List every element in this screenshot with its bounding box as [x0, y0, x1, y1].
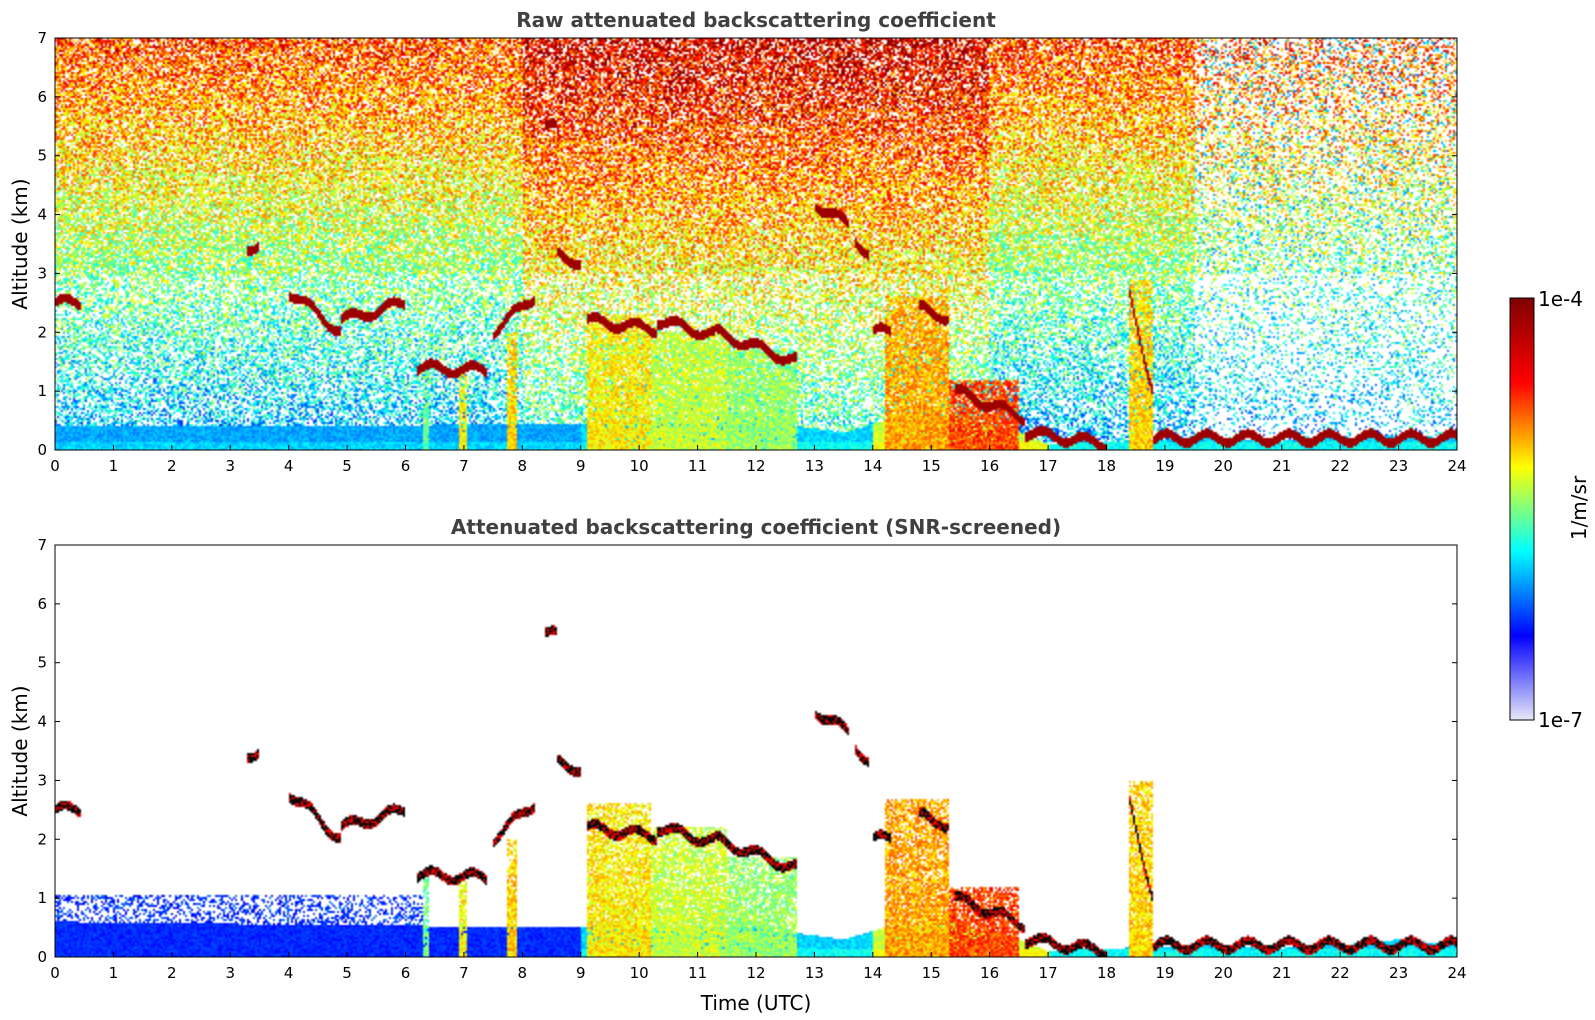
- y-tick-label: 2: [37, 323, 47, 341]
- x-tick-label: 11: [688, 964, 707, 982]
- x-tick-label: 23: [1389, 964, 1408, 982]
- screened-y-axis-label: Altitude (km): [8, 685, 32, 816]
- x-tick-label: 22: [1331, 964, 1350, 982]
- x-tick-label: 10: [630, 964, 649, 982]
- x-tick-label: 14: [863, 964, 882, 982]
- x-tick-label: 20: [1214, 457, 1233, 475]
- colorbar-unit-label: 1/m/sr: [1567, 475, 1591, 540]
- y-tick-label: 6: [37, 595, 47, 613]
- x-tick-label: 18: [1097, 457, 1116, 475]
- x-tick-label: 23: [1389, 457, 1408, 475]
- x-tick-label: 13: [805, 457, 824, 475]
- x-tick-label: 2: [167, 964, 177, 982]
- panel-raw: Raw attenuated backscattering coefficien…: [8, 8, 1467, 475]
- x-tick-label: 21: [1272, 964, 1291, 982]
- raw-backscatter-heatmap: [55, 38, 1457, 450]
- x-tick-label: 22: [1331, 457, 1350, 475]
- x-tick-label: 14: [863, 457, 882, 475]
- x-tick-label: 17: [1039, 964, 1058, 982]
- y-tick-label: 1: [37, 382, 47, 400]
- x-tick-label: 12: [746, 964, 765, 982]
- x-tick-label: 24: [1447, 457, 1466, 475]
- y-tick-label: 2: [37, 830, 47, 848]
- x-tick-label: 9: [576, 964, 586, 982]
- x-tick-label: 6: [401, 964, 411, 982]
- x-tick-label: 1: [109, 964, 119, 982]
- x-tick-label: 7: [459, 964, 469, 982]
- x-tick-label: 18: [1097, 964, 1116, 982]
- x-tick-label: 5: [342, 964, 352, 982]
- colorbar-max-label: 1e-4: [1538, 287, 1583, 311]
- x-tick-label: 7: [459, 457, 469, 475]
- screened-panel-title: Attenuated backscattering coefficient (S…: [451, 515, 1061, 539]
- x-tick-label: 8: [518, 457, 528, 475]
- screened-backscatter-heatmap: [55, 545, 1457, 957]
- y-tick-label: 4: [37, 206, 47, 224]
- x-tick-label: 4: [284, 457, 294, 475]
- x-tick-label: 17: [1039, 457, 1058, 475]
- x-tick-label: 5: [342, 457, 352, 475]
- y-tick-label: 3: [37, 771, 47, 789]
- raw-y-ticks: 0 1 2 3 4 5 6 7: [37, 29, 1457, 459]
- x-tick-label: 4: [284, 964, 294, 982]
- colorbar: 1e-4 1e-7 1/m/sr: [1509, 287, 1591, 732]
- x-tick-label: 15: [922, 457, 941, 475]
- raw-y-axis-label: Altitude (km): [8, 178, 32, 309]
- y-tick-label: 3: [37, 264, 47, 282]
- raw-panel-title: Raw attenuated backscattering coefficien…: [516, 8, 996, 32]
- x-tick-label: 11: [688, 457, 707, 475]
- y-tick-label: 7: [37, 536, 47, 554]
- y-tick-label: 4: [37, 713, 47, 731]
- raw-x-ticks: 0 1 2 3 4 5 6 7 8 9 10 11 12 13 14 15 16 17 18 19 20 21 22 23 24: [50, 445, 1467, 475]
- x-tick-label: 10: [630, 457, 649, 475]
- x-tick-label: 21: [1272, 457, 1291, 475]
- x-tick-label: 12: [746, 457, 765, 475]
- panel-screened: Attenuated backscattering coefficient (S…: [8, 515, 1467, 1015]
- y-tick-label: 7: [37, 29, 47, 47]
- y-tick-label: 6: [37, 88, 47, 106]
- x-tick-label: 6: [401, 457, 411, 475]
- x-axis-label: Time (UTC): [700, 991, 812, 1015]
- x-tick-label: 0: [50, 964, 60, 982]
- x-tick-label: 0: [50, 457, 60, 475]
- x-tick-label: 15: [922, 964, 941, 982]
- colorbar-min-label: 1e-7: [1538, 708, 1583, 732]
- y-tick-label: 0: [37, 948, 47, 966]
- x-tick-label: 13: [805, 964, 824, 982]
- x-tick-label: 8: [518, 964, 528, 982]
- x-tick-label: 24: [1447, 964, 1466, 982]
- x-tick-label: 2: [167, 457, 177, 475]
- x-tick-label: 20: [1214, 964, 1233, 982]
- x-tick-label: 1: [109, 457, 119, 475]
- y-tick-label: 0: [37, 441, 47, 459]
- x-tick-label: 16: [980, 964, 999, 982]
- x-tick-label: 16: [980, 457, 999, 475]
- colorbar-gradient: [1509, 297, 1535, 721]
- screened-x-ticks: 0 1 2 3 4 5 6 7 8 9 10 11 12 13 14 15 16 17 18 19 20 21 22 23 24: [50, 952, 1467, 982]
- y-tick-label: 5: [37, 654, 47, 672]
- x-tick-label: 19: [1155, 964, 1174, 982]
- screened-y-ticks: 0 1 2 3 4 5 6 7: [37, 536, 1457, 966]
- x-tick-label: 3: [225, 457, 235, 475]
- y-tick-label: 1: [37, 889, 47, 907]
- x-tick-label: 19: [1155, 457, 1174, 475]
- x-tick-label: 3: [225, 964, 235, 982]
- x-tick-label: 9: [576, 457, 586, 475]
- y-tick-label: 5: [37, 147, 47, 165]
